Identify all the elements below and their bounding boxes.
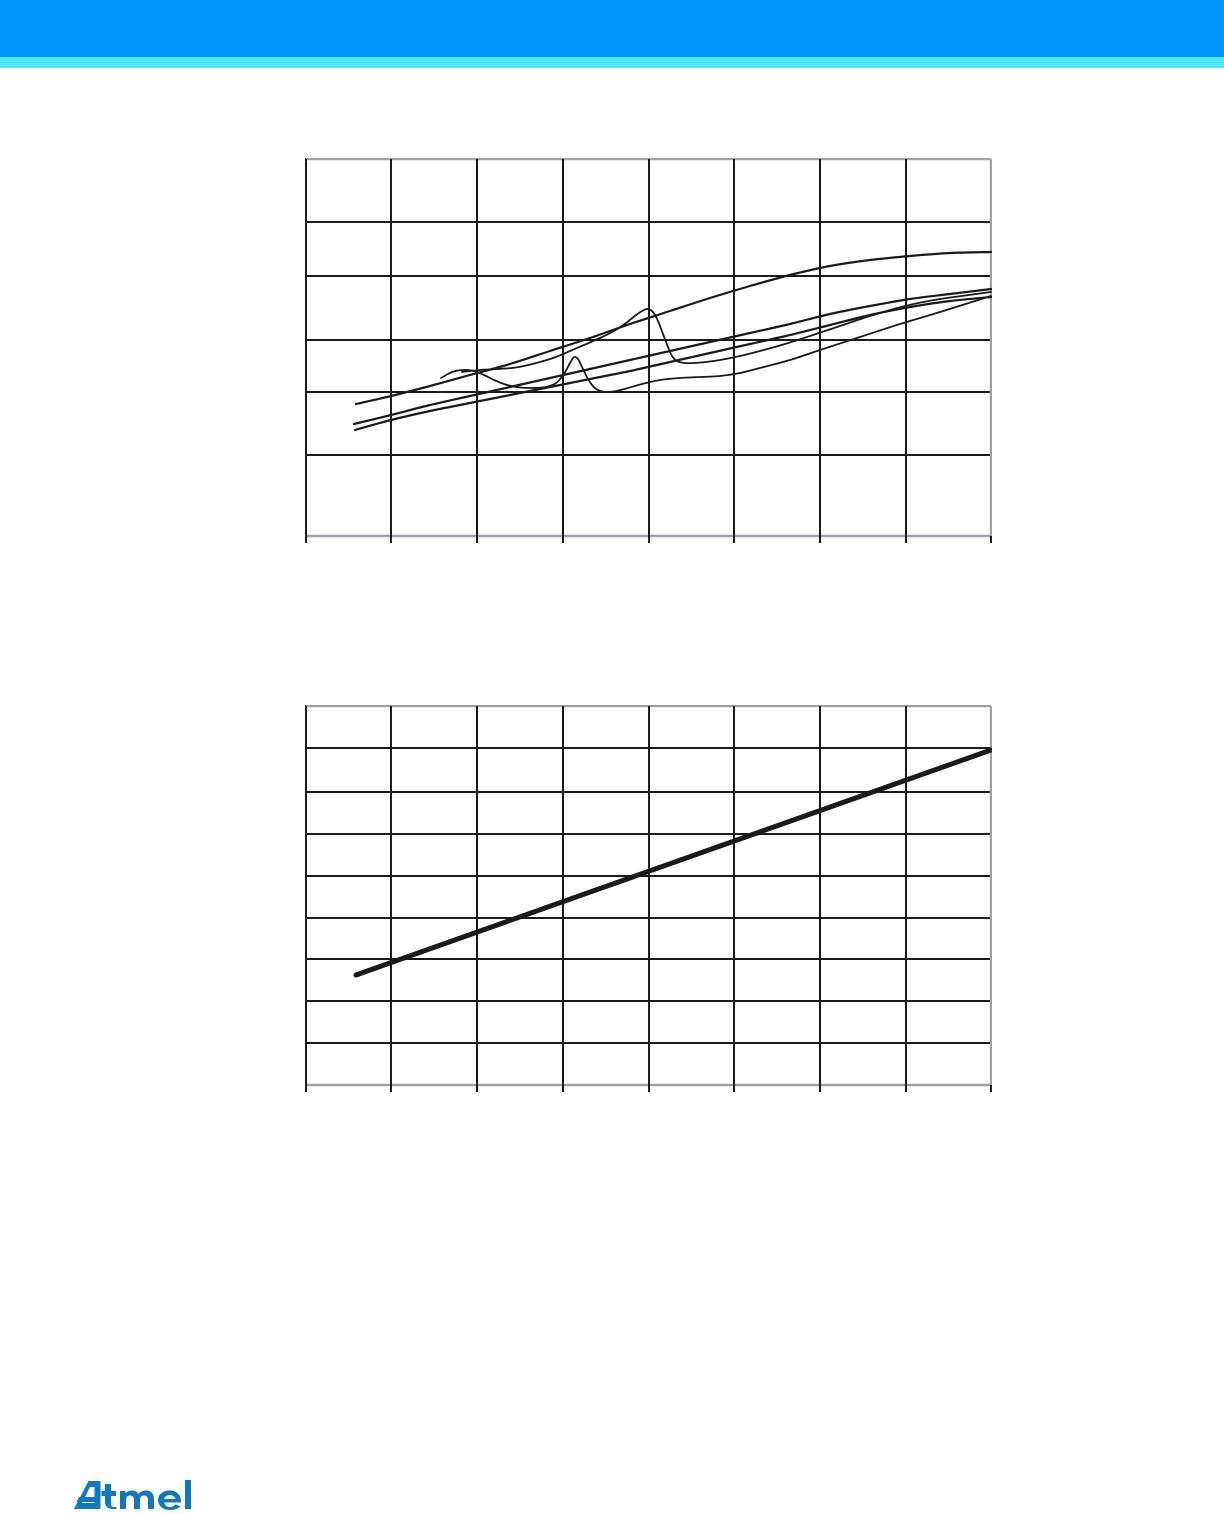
atmel-logo-glyph-m bbox=[120, 1490, 154, 1509]
header-primary-band bbox=[0, 0, 1224, 57]
figure-2-container bbox=[305, 705, 992, 1098]
atmel-logo-glyph-A-bar bbox=[76, 1497, 95, 1502]
figure-2-series-linear-trend-line bbox=[353, 747, 992, 978]
figure-2-svg bbox=[305, 705, 992, 1092]
figure-1-series-curve-resonance-large-peak bbox=[461, 291, 992, 373]
figure-1-container bbox=[305, 158, 992, 549]
atmel-logo-glyph-l bbox=[185, 1480, 191, 1509]
figure-1-svg bbox=[305, 158, 992, 543]
atmel-logo-glyph-t bbox=[101, 1484, 117, 1509]
figure-1-series-curve-resonance-small-peak bbox=[440, 295, 992, 393]
atmel-logo-mark bbox=[74, 1480, 191, 1510]
atmel-logo bbox=[72, 1478, 202, 1513]
atmel-logo-glyph-A-stem bbox=[94, 1481, 101, 1509]
atmel-logo-glyph-A bbox=[74, 1481, 95, 1509]
figure-1-series-curve-upper-straight bbox=[354, 250, 992, 406]
header-secondary-band bbox=[0, 57, 1224, 68]
atmel-logo-glyph-e bbox=[158, 1490, 181, 1510]
